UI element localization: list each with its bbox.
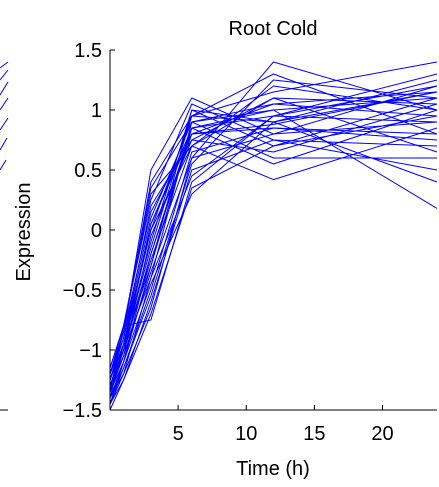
adjacent-panel-line-6 xyxy=(0,137,8,151)
adjacent-panel-line-3 xyxy=(0,81,9,96)
series-line-25 xyxy=(109,97,438,381)
series-line-15 xyxy=(109,127,438,393)
x-tick-label: 15 xyxy=(303,423,325,445)
y-axis-label: Expression xyxy=(13,183,35,282)
series-line-3 xyxy=(109,91,438,393)
series-line-11 xyxy=(109,61,438,387)
series-line-18 xyxy=(109,127,438,381)
x-axis-label: Time (h) xyxy=(236,458,310,480)
series-layer xyxy=(109,61,438,411)
x-tick-label: 10 xyxy=(235,423,257,445)
y-tick-label: 1 xyxy=(91,100,102,122)
x-tick-label: 5 xyxy=(173,423,184,445)
series-line-28 xyxy=(109,115,438,387)
series-line-20 xyxy=(109,79,438,405)
y-tick-label: −0.5 xyxy=(63,280,102,302)
series-line-30 xyxy=(109,91,438,381)
series-line-26 xyxy=(109,109,438,393)
series-line-2 xyxy=(109,85,438,399)
y-tick-label: −1 xyxy=(79,340,102,362)
ticks: −1.5 −1 −0.5 0 0.5 1 1.5 5 10 15 20 xyxy=(63,40,394,445)
chart-title: Root Cold xyxy=(229,18,318,40)
series-line-17 xyxy=(109,61,438,399)
series-line-27 xyxy=(109,73,438,375)
adjacent-panel-line-2 xyxy=(0,69,9,81)
y-tick-label: 0 xyxy=(91,220,102,242)
y-tick-label: 0.5 xyxy=(74,160,102,182)
x-tick-label: 20 xyxy=(371,423,393,445)
adjacent-panel-line-1 xyxy=(0,61,9,69)
adjacent-panel-line-7 xyxy=(0,159,7,171)
series-line-24 xyxy=(109,85,438,399)
adjacent-panel-line-4 xyxy=(0,97,9,111)
adjacent-panel-line-5 xyxy=(0,117,9,131)
adjacent-panel-edge xyxy=(0,61,9,411)
series-line-23 xyxy=(109,103,438,369)
y-tick-label: 1.5 xyxy=(74,40,102,62)
y-tick-label: −1.5 xyxy=(63,400,102,422)
series-line-29 xyxy=(109,97,438,405)
